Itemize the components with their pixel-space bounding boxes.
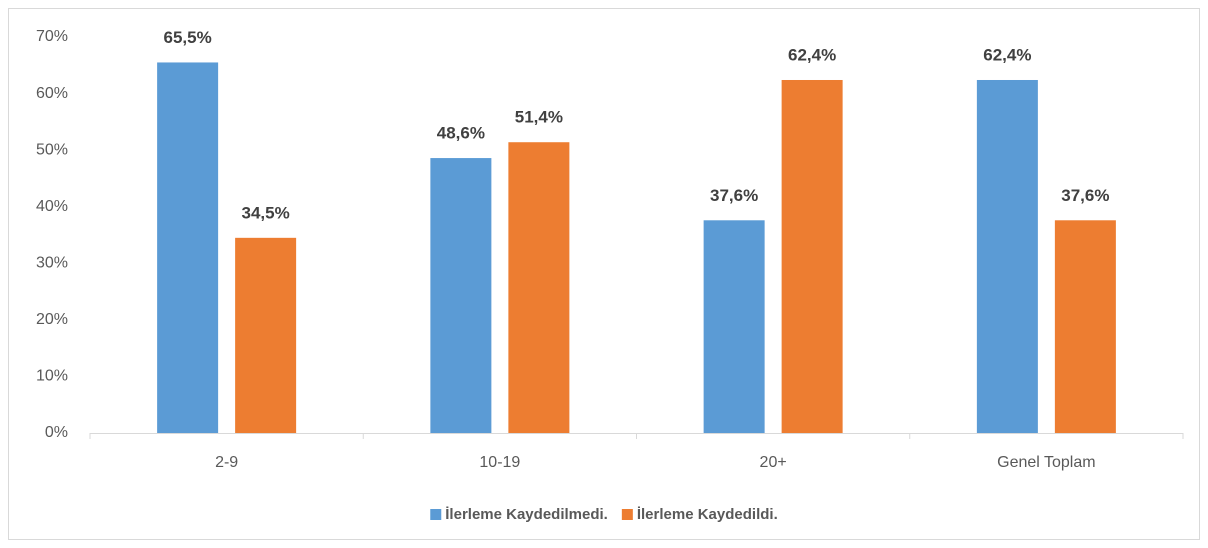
bar — [430, 158, 492, 433]
bar — [1054, 220, 1116, 433]
legend-label: İlerleme Kaydedilmedi. — [445, 506, 608, 523]
value-label: 37,6% — [1061, 186, 1109, 205]
x-tick-label: 2-9 — [215, 454, 238, 471]
y-tick-label: 30% — [36, 255, 68, 272]
bar — [235, 237, 297, 433]
value-label: 62,4% — [983, 45, 1031, 64]
y-tick-label: 50% — [36, 141, 68, 158]
value-label: 62,4% — [788, 45, 836, 64]
legend-item: İlerleme Kaydedilmedi. — [430, 506, 608, 523]
bar — [781, 79, 843, 433]
legend-label: İlerleme Kaydedildi. — [637, 506, 778, 523]
value-label: 48,6% — [437, 124, 485, 143]
value-label: 51,4% — [515, 108, 563, 127]
x-tick-label: 20+ — [760, 454, 787, 471]
bar — [157, 62, 219, 433]
value-label: 34,5% — [242, 203, 290, 222]
y-tick-label: 0% — [45, 424, 68, 441]
y-tick-label: 70% — [36, 28, 68, 45]
y-tick-label: 20% — [36, 311, 68, 328]
legend-swatch — [430, 509, 442, 520]
legend-swatch — [621, 509, 633, 520]
bar — [976, 79, 1038, 433]
bar — [508, 142, 570, 434]
x-tick-label: 10-19 — [479, 454, 520, 471]
y-tick-label: 10% — [36, 368, 68, 385]
value-label: 37,6% — [710, 186, 758, 205]
x-tick-label: Genel Toplam — [997, 454, 1095, 471]
bar — [703, 220, 765, 433]
legend-item: İlerleme Kaydedildi. — [621, 506, 778, 523]
y-tick-label: 60% — [36, 85, 68, 102]
y-tick-label: 40% — [36, 198, 68, 215]
value-label: 65,5% — [164, 28, 212, 47]
